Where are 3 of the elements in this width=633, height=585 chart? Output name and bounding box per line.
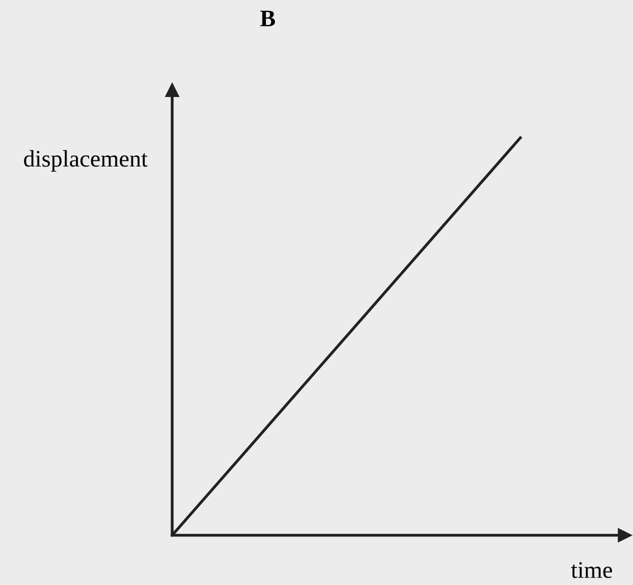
y-axis-title: displacement <box>24 150 148 172</box>
x-axis-title: time <box>571 562 612 578</box>
chart-title: B <box>260 10 275 26</box>
